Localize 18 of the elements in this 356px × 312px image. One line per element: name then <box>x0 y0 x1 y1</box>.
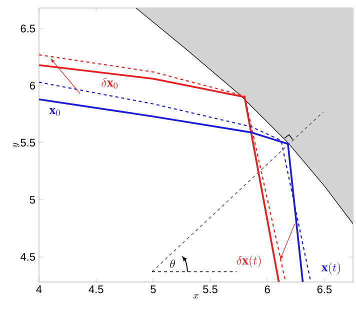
annotation: $\theta$ <box>170 259 175 268</box>
x-tick-label: 6 <box>264 286 270 294</box>
x-tick-label: 4.5 <box>88 286 104 294</box>
y-tick-label: 4.5 <box>20 253 36 261</box>
y-axis-title: $y$ <box>13 142 20 148</box>
y-tick-label: 5.5 <box>20 138 36 147</box>
x-tick-label: 5 <box>150 286 156 294</box>
annotation: $\mathbf{x}(t)$ <box>321 262 340 274</box>
annotation: $\delta\mathbf{x}(t)$ <box>236 255 261 268</box>
x-axis-title: $x$ <box>193 294 198 299</box>
x-tick-label: 6.5 <box>317 286 332 294</box>
annotation: $\mathbf{x}_0$ <box>49 108 60 116</box>
annotation: $\delta\mathbf{x}_0$ <box>102 78 118 89</box>
y-tick-label: 6.5 <box>20 24 36 32</box>
y-tick-label: 6 <box>30 82 35 90</box>
x-tick-label: 5.5 <box>203 286 218 294</box>
x-tick-label: 4 <box>36 286 42 294</box>
y-tick-label: 5 <box>30 196 36 204</box>
